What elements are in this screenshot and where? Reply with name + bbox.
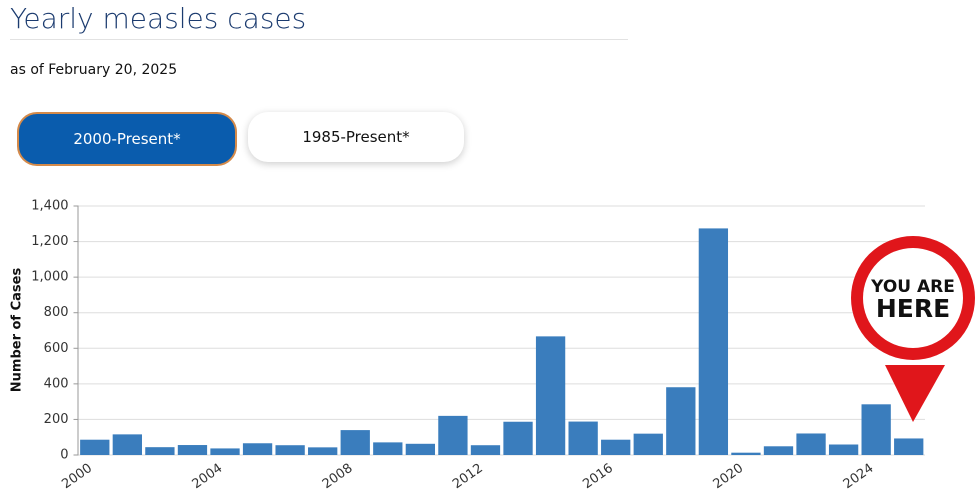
page-title: Yearly measles cases xyxy=(10,2,307,35)
bar xyxy=(210,448,240,455)
bar xyxy=(340,430,370,455)
y-axis-label: Number of Cases xyxy=(10,268,25,393)
bar xyxy=(308,447,338,455)
badge-center xyxy=(863,248,963,348)
bar xyxy=(405,443,436,455)
x-tick-label: 2008 xyxy=(320,461,356,492)
title-rule xyxy=(10,39,628,40)
bar xyxy=(535,336,566,455)
bar xyxy=(601,439,631,455)
you-are-here-badge: YOU ARE HERE xyxy=(851,236,975,422)
bar xyxy=(861,404,891,455)
badge-pointer xyxy=(885,365,945,422)
y-tick-label: 1,200 xyxy=(31,234,68,249)
y-tick-label: 800 xyxy=(44,305,69,320)
y-tick-label: 200 xyxy=(44,412,69,427)
badge-text: YOU ARE xyxy=(870,277,955,297)
bar xyxy=(894,438,924,455)
range-button[interactable]: 1985-Present* xyxy=(248,112,464,162)
y-tick-label: 1,000 xyxy=(31,270,68,285)
bar xyxy=(145,447,175,455)
bar xyxy=(373,442,403,455)
range-button[interactable]: 2000-Present* xyxy=(17,112,237,166)
bar xyxy=(828,444,859,455)
x-tick-label: 2000 xyxy=(59,461,95,492)
x-tick-label: 2016 xyxy=(580,461,616,492)
bar xyxy=(438,415,468,455)
bar xyxy=(796,433,826,455)
y-tick-label: 400 xyxy=(44,376,69,391)
bar xyxy=(80,439,110,455)
x-tick-label: 2020 xyxy=(711,461,747,492)
x-tick-label: 2024 xyxy=(841,461,877,492)
bar xyxy=(698,228,729,455)
bar xyxy=(470,445,501,455)
subtitle: as of February 20, 2025 xyxy=(10,62,178,78)
bar xyxy=(177,445,208,455)
bar xyxy=(242,443,273,455)
bar xyxy=(112,434,142,455)
y-tick-label: 0 xyxy=(60,448,68,463)
x-tick-label: 2004 xyxy=(190,461,226,492)
x-tick-label: 2012 xyxy=(450,461,486,492)
bar xyxy=(568,421,598,455)
y-tick-label: 600 xyxy=(44,341,69,356)
y-tick-label: 1,400 xyxy=(31,199,68,214)
bar xyxy=(275,445,305,455)
bar xyxy=(503,421,533,455)
bar xyxy=(633,433,663,455)
bar xyxy=(731,452,761,455)
bar xyxy=(763,446,794,455)
badge-text: HERE xyxy=(876,294,950,323)
bar xyxy=(666,387,696,455)
